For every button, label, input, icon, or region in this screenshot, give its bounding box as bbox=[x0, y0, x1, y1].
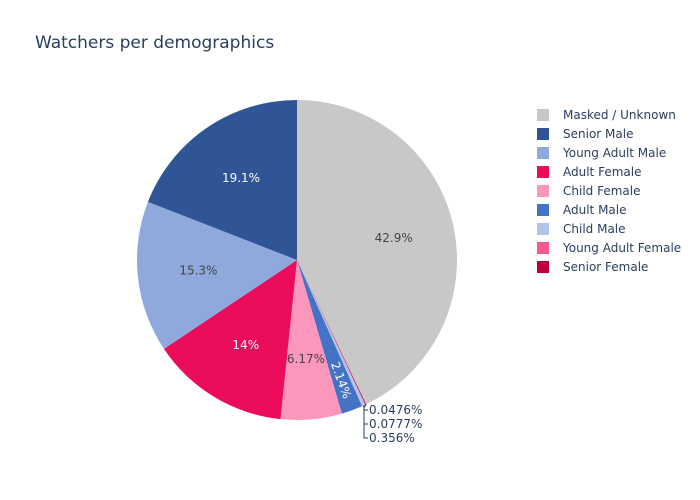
legend-swatch bbox=[537, 185, 549, 197]
slice-label-senior-male: 19.1% bbox=[222, 171, 260, 185]
pie-slice-adult-male bbox=[297, 260, 363, 414]
legend-label: Adult Male bbox=[563, 203, 627, 217]
slice-label-senior-female: 0.0777% bbox=[369, 417, 422, 431]
pie-labels: 42.9%2.14%6.17%14%15.3%19.1%0.0476%0.077… bbox=[179, 171, 422, 445]
slice-label-child-female: 6.17% bbox=[287, 352, 325, 366]
legend-label: Young Adult Male bbox=[562, 146, 666, 160]
legend-label: Child Male bbox=[563, 222, 626, 236]
legend-swatch bbox=[537, 128, 549, 140]
pie-slice-young-adult-female bbox=[297, 260, 367, 405]
legend-item-adult-male[interactable]: Adult Male bbox=[537, 203, 627, 217]
pie-slice-young-adult-male bbox=[137, 201, 297, 349]
pie-slice-senior-male bbox=[147, 100, 297, 260]
legend-swatch bbox=[537, 166, 549, 178]
legend-label: Young Adult Female bbox=[562, 241, 681, 255]
pie-slice-adult-female bbox=[163, 260, 297, 420]
legend-item-senior-female[interactable]: Senior Female bbox=[537, 260, 648, 274]
slice-label-masked-unknown: 42.9% bbox=[375, 231, 413, 245]
legend-item-child-male[interactable]: Child Male bbox=[537, 222, 626, 236]
legend-label: Adult Female bbox=[563, 165, 641, 179]
pie-slices bbox=[137, 100, 457, 420]
legend-swatch bbox=[537, 204, 549, 216]
legend-swatch bbox=[537, 109, 549, 121]
slice-label-young-adult-female: 0.0476% bbox=[369, 403, 422, 417]
legend-label: Child Female bbox=[563, 184, 640, 198]
legend-label: Senior Male bbox=[563, 127, 633, 141]
legend-swatch bbox=[537, 223, 549, 235]
slice-label-child-male: 0.356% bbox=[369, 431, 415, 445]
legend-swatch bbox=[537, 147, 549, 159]
slice-label-adult-female: 14% bbox=[232, 338, 259, 352]
legend-item-child-female[interactable]: Child Female bbox=[537, 184, 640, 198]
legend-item-adult-female[interactable]: Adult Female bbox=[537, 165, 641, 179]
legend-label: Senior Female bbox=[563, 260, 648, 274]
chart-legend: Masked / Unknown Senior Male Young Adult M… bbox=[537, 108, 681, 274]
pie-slice-masked-unknown bbox=[297, 100, 457, 405]
pie-slice-senior-female bbox=[297, 260, 366, 405]
legend-item-young-adult-female[interactable]: Young Adult Female bbox=[537, 241, 681, 255]
pie-slice-child-female bbox=[280, 260, 342, 420]
legend-item-masked-unknown[interactable]: Masked / Unknown bbox=[537, 108, 676, 122]
legend-item-young-adult-male[interactable]: Young Adult Male bbox=[537, 146, 666, 160]
slice-label-young-adult-male: 15.3% bbox=[179, 264, 217, 278]
legend-swatch bbox=[537, 242, 549, 254]
legend-label: Masked / Unknown bbox=[563, 108, 676, 122]
chart-title: Watchers per demographics bbox=[35, 33, 275, 53]
legend-swatch bbox=[537, 261, 549, 273]
leader-line-child-male bbox=[363, 405, 368, 439]
legend-item-senior-male[interactable]: Senior Male bbox=[537, 127, 633, 141]
leader-line-senior-female bbox=[363, 404, 368, 425]
pie-slice-child-male bbox=[297, 260, 366, 407]
